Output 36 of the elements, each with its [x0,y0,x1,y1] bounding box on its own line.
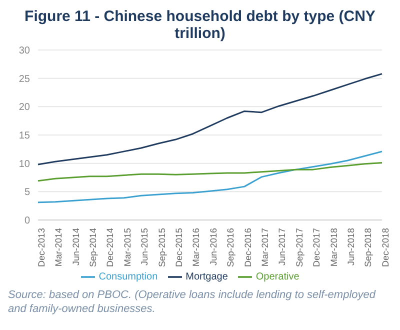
y-tick-label: 25 [18,74,30,85]
x-tick-label: Dec-2016 [242,228,253,268]
x-tick-label: Jun-2015 [140,228,150,266]
x-tick-label: Mar-2014 [54,228,64,267]
x-tick-label: Sep-2014 [88,228,98,268]
source-note: Source: based on PBOC. (Operative loans include lending to self-employed and family-owned businesses. [8,288,377,317]
x-tick-label: Jun-2016 [208,228,218,266]
x-tick-label: Mar-2017 [260,228,270,267]
x-tick-label: Dec-2018 [380,228,390,268]
x-tick-label: Jun-2018 [346,228,356,266]
legend-label: Operative [256,272,300,283]
legend-label: Consumption [98,272,158,283]
line-series [37,73,383,166]
x-tick-label: Dec-2014 [105,228,116,268]
legend-label: Mortgage [186,272,228,283]
y-tick-label: 10 [18,158,30,170]
x-tick-label: Dec-2013 [36,228,46,268]
y-tick-label: 0 [24,216,30,227]
y-tick-label: 30 [18,46,30,57]
x-tick-label: Sep-2017 [294,228,304,268]
x-tick-label: Jun-2014 [70,228,81,266]
line-series [37,150,383,204]
x-tick-label: Mar-2018 [328,228,339,267]
y-tick-label: 20 [18,102,30,114]
x-tick-label: Dec-2015 [174,228,184,268]
x-tick-label: Sep-2016 [226,228,236,268]
x-tick-label: Dec-2017 [312,228,322,268]
x-tick-label: Sep-2015 [156,228,167,268]
y-tick-label: 15 [18,130,30,142]
line-series [37,162,383,182]
x-tick-label: Mar-2016 [191,228,202,267]
chart-title: Figure 11 - Chinese household debt by type (CNY trillion) [24,8,376,42]
y-tick-label: 5 [24,187,30,198]
x-tick-label: Sep-2018 [363,228,374,268]
x-tick-label: Jun-2017 [277,228,288,266]
x-tick-label: Mar-2015 [122,228,132,267]
